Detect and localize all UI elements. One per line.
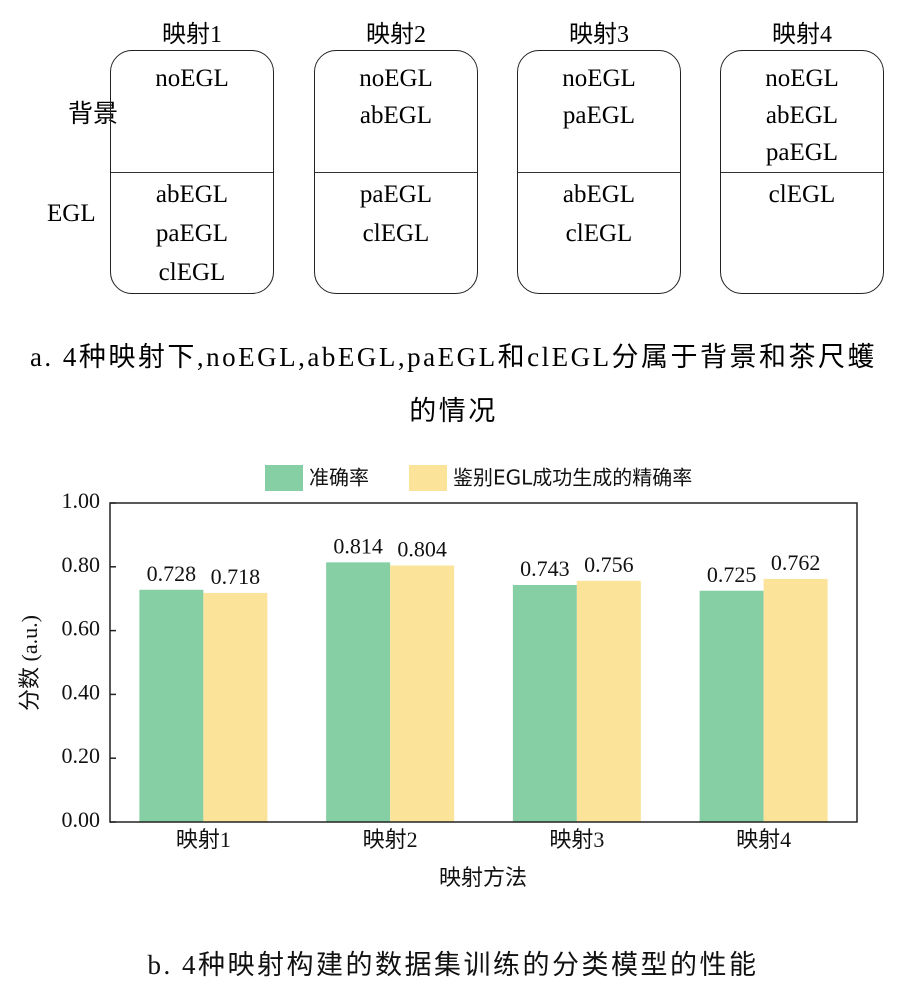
background-item: abEGL [765,102,839,129]
bar [203,592,268,822]
bar [512,584,577,822]
data-label: 0.725 [707,562,757,587]
background-item: paEGL [562,102,636,129]
background-item: noEGL [562,65,636,92]
data-label: 0.814 [333,533,383,558]
background-item: paEGL [765,139,839,166]
y-tick-label: 0.00 [62,807,101,832]
mapping-title: 映射1 [162,22,222,48]
egl-item: abEGL [562,181,636,208]
x-tick-label: 映射3 [549,827,604,852]
mapping-box: noEGL abEGL paEGL clEGL [110,50,274,294]
egl-item: clEGL [768,181,836,208]
y-tick-label: 0.40 [62,679,101,704]
mapping-box: noEGL paEGL abEGL clEGL [517,50,681,294]
bar [763,578,828,822]
bar [699,590,764,822]
legend-label: 鉴别EGL成功生成的精确率 [453,466,692,490]
caption: b. 4种映射构建的数据集训练的分类模型的性能 [148,950,759,980]
x-tick-label: 映射4 [736,827,791,852]
divider [721,172,883,173]
egl-item: paEGL [155,220,229,247]
mapping-box: noEGL abEGL paEGL clEGL [314,50,478,294]
y-tick-label: 0.20 [62,743,101,768]
bar [576,580,641,822]
background-item: noEGL [765,65,839,92]
y-axis-title: 分数 (a.u.) [17,615,42,711]
legend-label: 准确率 [309,466,369,490]
y-tick-label: 0.80 [62,552,101,577]
data-label: 0.743 [520,556,570,581]
background-item: abEGL [359,102,433,129]
data-label: 0.804 [397,537,447,562]
y-tick-label: 0.60 [62,616,101,641]
legend-swatch [409,465,447,491]
egl-item: paEGL [359,181,433,208]
background-item: noEGL [155,65,229,92]
caption: a. 4种映射下,noEGL,abEGL,paEGL和clEGL分属于背景和茶尺… [29,342,878,426]
row-label: 背景 [68,101,119,128]
mapping-box: noEGL abEGL paEGL clEGL [720,50,884,294]
egl-item: abEGL [155,181,229,208]
mapping-title: 映射2 [366,22,426,48]
plot-frame [109,502,858,823]
bar [139,589,204,822]
egl-item: clEGL [565,220,633,247]
egl-item: clEGL [362,220,430,247]
data-label: 0.718 [211,564,261,589]
mapping-title: 映射3 [569,22,629,48]
data-label: 0.762 [771,550,821,575]
legend-swatch [265,465,303,491]
divider [518,172,680,173]
data-label: 0.756 [584,552,634,577]
mapping-title: 映射4 [772,22,832,48]
y-tick-label: 1.00 [62,488,101,513]
egl-item: clEGL [158,259,226,286]
background-item: noEGL [359,65,433,92]
row-label: EGL [47,200,96,227]
x-tick-label: 映射1 [176,827,231,852]
x-axis-title: 映射方法 [439,865,527,890]
bar [326,562,391,822]
x-tick-label: 映射2 [363,827,418,852]
data-label: 0.728 [147,561,197,586]
divider [111,172,273,173]
bar [390,565,455,822]
divider [315,172,477,173]
